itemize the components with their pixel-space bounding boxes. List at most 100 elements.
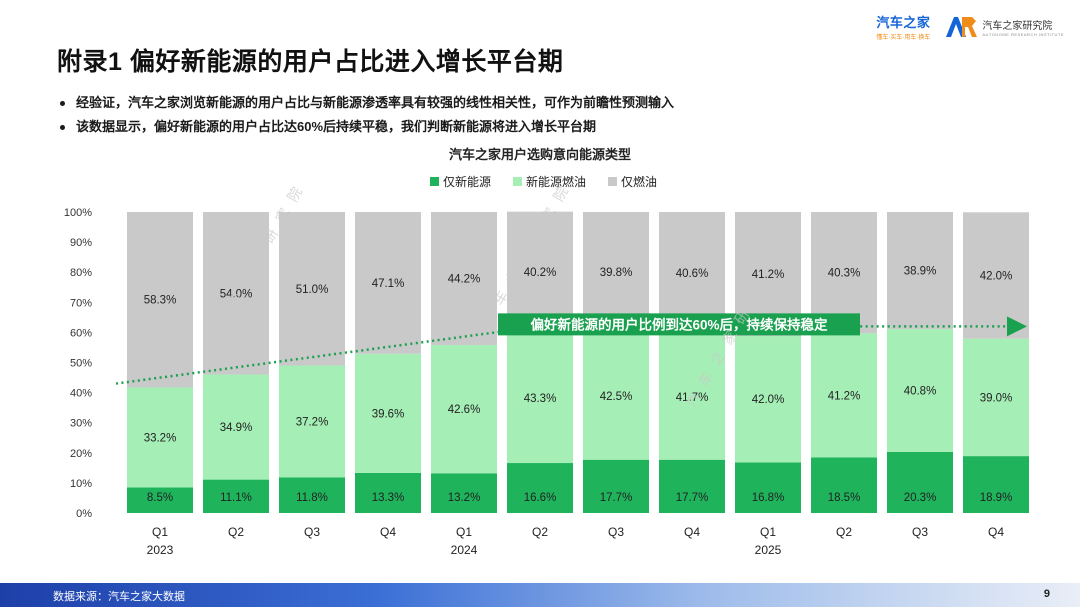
y-tick-label: 0% (76, 508, 92, 520)
data-label: 47.1% (372, 278, 405, 290)
bar-segment-新能源燃油 (431, 345, 497, 474)
bar-segment-仅燃油 (355, 212, 421, 354)
bar-segment-仅新能源 (279, 477, 345, 513)
bullet-item: 经验证，汽车之家浏览新能源的用户占比与新能源渗透率具有较强的线性相关性，可作为前… (58, 91, 674, 115)
bar-segment-仅新能源 (811, 457, 877, 513)
data-label: 54.0% (220, 288, 253, 300)
data-label: 39.6% (372, 408, 405, 420)
legend-swatch (513, 177, 522, 186)
data-label: 18.9% (980, 492, 1013, 504)
data-label: 40.3% (828, 268, 861, 280)
bar-segment-仅新能源 (507, 463, 573, 513)
bar-segment-仅新能源 (659, 459, 725, 513)
data-label: 42.5% (600, 391, 633, 403)
x-tick-label: Q3 (608, 525, 624, 539)
data-label: 43.3% (524, 393, 557, 405)
chart-legend: 仅新能源 新能源燃油 仅燃油 (430, 174, 657, 189)
bar-segment-新能源燃油 (659, 334, 725, 460)
data-label: 41.2% (828, 390, 861, 402)
institute-name-en: AUTOHOME RESEARCH INSTITUTE (982, 31, 1064, 37)
data-label: 42.0% (752, 394, 785, 406)
bar-segment-仅新能源 (963, 456, 1029, 513)
y-axis: 0% 10% 20% 30% 40% 50% 60% 70% 80% 90% 100% (64, 207, 92, 520)
bullet-list: 经验证，汽车之家浏览新能源的用户占比与新能源渗透率具有较强的线性相关性，可作为前… (58, 91, 674, 139)
page-title: 附录1 偏好新能源的用户占比进入增长平台期 (57, 48, 564, 76)
bar-segment-仅燃油 (811, 212, 877, 334)
y-tick-label: 20% (70, 448, 92, 460)
data-label: 17.7% (676, 492, 709, 504)
bar-segment-仅新能源 (431, 473, 497, 513)
x-tick-label: Q2 (836, 525, 852, 539)
bar-segment-新能源燃油 (583, 331, 649, 460)
y-tick-label: 90% (70, 237, 92, 249)
bullet-item: 该数据显示，偏好新能源的用户占比达60%后持续平稳，我们判断新能源将进入增长平台… (58, 115, 674, 139)
data-label: 39.0% (980, 392, 1013, 404)
x-tick-label: Q1 (152, 525, 168, 539)
x-tick-label: Q4 (684, 525, 700, 539)
legend-label: 新能源燃油 (526, 174, 586, 189)
x-tick-label: Q1 (760, 525, 776, 539)
bar-segment-仅新能源 (735, 462, 801, 513)
data-label: 51.0% (296, 284, 329, 296)
legend-swatch (608, 177, 617, 186)
data-label: 41.7% (676, 392, 709, 404)
y-tick-label: 100% (64, 207, 92, 219)
data-labels: 8.5% 33.2% 58.3% 11.1% 34.9% 54.0% 11.8% 37.2% 5… (144, 266, 1013, 504)
bar-segment-仅新能源 (887, 451, 953, 513)
data-label: 20.3% (904, 492, 937, 504)
legend-label: 仅新能源 (443, 174, 491, 189)
bar-segment-新能源燃油 (735, 336, 801, 463)
x-tick-label: Q3 (912, 525, 928, 539)
logo-area: 汽车之家 懂车·买车·用车·换车 汽车之家研究院 AUTOHOME RESEAR… (876, 12, 1064, 41)
chart-title: 汽车之家用户选购意向能源类型 (449, 147, 631, 162)
bar-segment-仅燃油 (279, 212, 345, 366)
x-year-label: 2025 (755, 543, 782, 557)
trend-annotation: 偏好新能源的用户比例到达60%后，持续保持稳定 (115, 313, 1027, 385)
data-label: 37.2% (296, 416, 329, 428)
x-tick-label: Q4 (988, 525, 1004, 539)
bar-segment-仅燃油 (887, 212, 953, 330)
bar-segment-新能源燃油 (887, 329, 953, 452)
footer-bar: 数据来源：汽车之家大数据 9 (0, 583, 1080, 607)
x-year-label: 2023 (147, 543, 174, 557)
bar-segment-新能源燃油 (203, 374, 269, 480)
institute-name: 汽车之家研究院 (982, 20, 1053, 32)
bar-segment-新能源燃油 (355, 353, 421, 473)
brand-tag: 懂车·买车·用车·换车 (876, 35, 931, 41)
bar-segment-新能源燃油 (507, 332, 573, 464)
legend-swatch (430, 177, 439, 186)
x-axis: Q1 Q2 Q3 Q4 Q1 Q2 Q3 Q4 Q1 Q2 Q3 Q4 2023 2024 2025 (147, 525, 1005, 557)
annotation-banner (498, 313, 860, 336)
data-label: 13.2% (448, 492, 481, 504)
y-tick-label: 40% (70, 388, 92, 400)
data-label: 42.0% (980, 271, 1013, 283)
data-label: 11.8% (296, 492, 328, 504)
y-tick-label: 30% (70, 418, 92, 430)
bar-segment-新能源燃油 (127, 387, 193, 488)
data-label: 16.6% (524, 492, 557, 504)
legend-label: 仅燃油 (621, 174, 657, 189)
bar-segment-仅新能源 (355, 472, 421, 513)
autohome-logo: 汽车之家 懂车·买车·用车·换车 (876, 12, 930, 41)
bar-segment-仅燃油 (431, 212, 497, 346)
x-tick-label: Q2 (532, 525, 548, 539)
data-label: 13.3% (372, 492, 405, 504)
page-number: 9 (1043, 588, 1050, 600)
bar-segment-仅新能源 (203, 479, 269, 513)
bar-segment-新能源燃油 (811, 333, 877, 458)
x-year-label: 2024 (451, 543, 478, 557)
y-tick-label: 70% (70, 297, 92, 309)
data-label: 17.7% (600, 492, 633, 504)
bar-segment-新能源燃油 (963, 338, 1029, 457)
bar-segment-仅新能源 (127, 487, 193, 513)
data-label: 39.8% (600, 267, 633, 279)
y-tick-label: 10% (70, 478, 92, 490)
y-tick-label: 60% (70, 327, 92, 339)
data-label: 11.1% (220, 492, 252, 504)
data-label: 33.2% (144, 432, 177, 444)
y-tick-label: 50% (70, 358, 92, 370)
data-label: 16.8% (752, 492, 785, 504)
data-label: 44.2% (448, 274, 481, 286)
institute-logo: 汽车之家研究院 AUTOHOME RESEARCH INSTITUTE (944, 15, 1064, 39)
trend-line (115, 316, 1027, 385)
